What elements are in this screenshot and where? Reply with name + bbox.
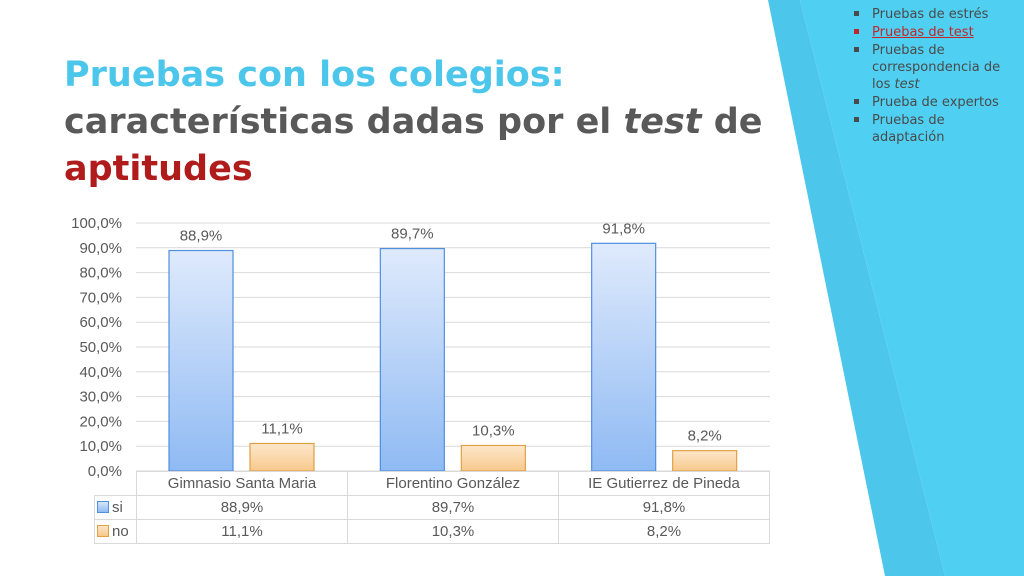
y-tick-label: 50,0%: [79, 339, 122, 356]
table-row-si: si 88,9% 89,7% 91,8%: [94, 495, 770, 520]
sidebar-item-label: Pruebas de correspondencia de los test: [872, 43, 1000, 92]
table-cell: 8,2%: [558, 519, 770, 544]
table-row-no: no 11,1% 10,3% 8,2%: [94, 519, 770, 544]
y-tick-label: 90,0%: [79, 240, 122, 257]
bar-no: [672, 450, 738, 472]
light-stripe: [768, 0, 945, 576]
square-bullet-icon: [854, 29, 859, 34]
bar-no: [249, 442, 315, 472]
square-bullet-icon: [854, 11, 859, 16]
table-header-cell: Gimnasio Santa Maria: [136, 471, 348, 496]
table-cell: 91,8%: [558, 495, 770, 520]
chart-data-table: Gimnasio Santa Maria Florentino González…: [94, 471, 770, 544]
series-name: si: [112, 499, 123, 516]
y-tick-label: 30,0%: [79, 389, 122, 406]
bar-no: [460, 444, 526, 472]
y-tick-label: 40,0%: [79, 364, 122, 381]
title-line-2: características dadas por el test de: [64, 102, 763, 142]
sidebar-item-test[interactable]: Pruebas de test: [852, 24, 1012, 41]
title-line-3: aptitudes: [64, 149, 253, 189]
series-name: no: [112, 523, 129, 540]
data-label-no: 10,3%: [472, 422, 515, 439]
data-label-no: 11,1%: [261, 420, 302, 437]
y-tick-label: 0,0%: [88, 463, 122, 480]
dark-stripe: [800, 0, 1024, 576]
data-label-si: 89,7%: [391, 226, 434, 243]
table-cell: 88,9%: [136, 495, 348, 520]
legend-key-si: [97, 501, 109, 513]
sidebar-item-adaptacion[interactable]: Pruebas de adaptación: [852, 112, 1012, 146]
y-tick-label: 70,0%: [79, 289, 122, 306]
square-bullet-icon: [854, 117, 859, 122]
sidebar-item-label: Prueba de expertos: [872, 95, 999, 110]
table-cell: 89,7%: [347, 495, 559, 520]
title-line-2-text: características dadas por el: [64, 102, 624, 142]
square-bullet-icon: [854, 99, 859, 104]
title-line-1: Pruebas con los colegios:: [64, 55, 565, 95]
bar-si: [591, 242, 657, 472]
sidebar-item-correspondencia[interactable]: Pruebas de correspondencia de los test: [852, 42, 1012, 93]
data-label-si: 91,8%: [602, 220, 645, 237]
series-label-cell: no: [94, 519, 137, 544]
table-corner: [95, 472, 137, 496]
bars: [168, 242, 738, 472]
sidebar-item-link[interactable]: Pruebas de test: [872, 25, 974, 40]
sidebar-item-estres[interactable]: Pruebas de estrés: [852, 6, 1012, 23]
legend-key-no: [97, 525, 109, 537]
sidebar-item-expertos[interactable]: Prueba de expertos: [852, 94, 1012, 111]
table-header-row: Gimnasio Santa Maria Florentino González…: [95, 471, 770, 496]
y-tick-label: 80,0%: [79, 265, 122, 282]
y-tick-label: 60,0%: [79, 314, 122, 331]
table-header-cell: IE Gutierrez de Pineda: [558, 471, 770, 496]
title-line-2-emphasis: test: [623, 102, 702, 142]
bar-si: [379, 247, 445, 472]
sidebar-topic-list: Pruebas de estrés Pruebas de test Prueba…: [852, 6, 1012, 147]
sidebar-item-label: Pruebas de adaptación: [872, 113, 945, 145]
y-tick-label: 10,0%: [79, 438, 122, 455]
title-line-2-end: de: [701, 102, 763, 142]
bar-si: [168, 249, 234, 472]
series-label-cell: si: [94, 495, 137, 520]
data-labels: 88,9% 11,1% 89,7% 10,3% 91,8% 8,2%: [180, 220, 722, 444]
table-cell: 10,3%: [347, 519, 559, 544]
data-label-no: 8,2%: [688, 428, 722, 445]
y-axis-ticks: 0,0% 10,0% 20,0% 30,0% 40,0% 50,0% 60,0% 70,0% 8…: [71, 215, 122, 480]
data-label-si: 88,9%: [180, 228, 223, 245]
square-bullet-icon: [854, 47, 859, 52]
y-tick-label: 100,0%: [71, 215, 122, 232]
table-cell: 11,1%: [136, 519, 348, 544]
y-tick-label: 20,0%: [79, 413, 122, 430]
sidebar-item-label: Pruebas de estrés: [872, 7, 989, 22]
slide-title: Pruebas con los colegios: característica…: [64, 52, 764, 193]
sidebar-item-label-emphasis: test: [894, 77, 920, 92]
table-header-cell: Florentino González: [347, 471, 559, 496]
sidebar-item-label-text: Pruebas de correspondencia de los: [872, 43, 1001, 92]
